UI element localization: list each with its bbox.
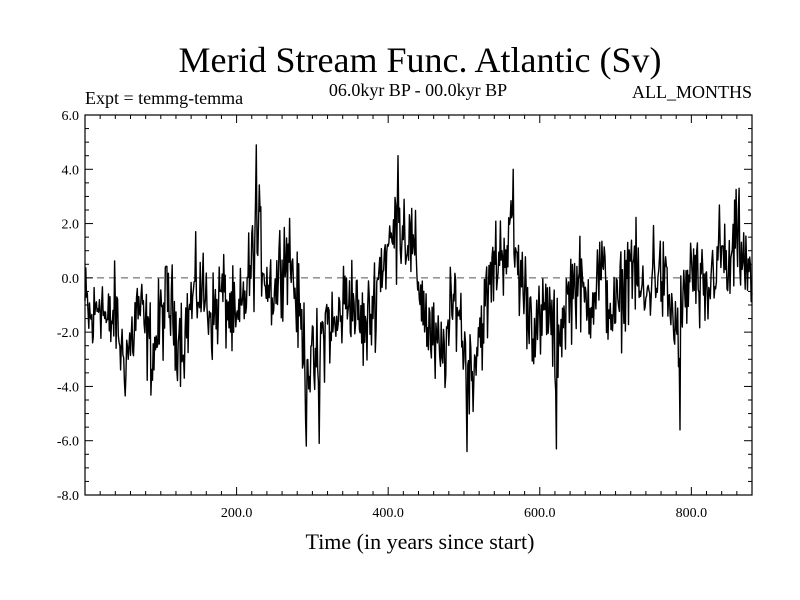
- y-tick-label: 6.0: [62, 109, 80, 124]
- plot-frame: [84, 114, 753, 496]
- experiment-label: Expt = temmg-temma: [85, 88, 243, 108]
- series-line: [84, 144, 753, 453]
- period-label: 06.0kyr BP - 00.0kyr BP: [329, 80, 507, 100]
- x-tick-label: 600.0: [524, 506, 556, 521]
- x-axis-label: Time (in years since start): [306, 529, 535, 554]
- y-tick-label: -4.0: [57, 380, 79, 395]
- plot-area: -8.0 -6.0 -4.0 -2.0 0.0 2.0 4.0 6.0 200.0 400.0 60…: [57, 109, 753, 521]
- y-tick-label: 2.0: [62, 218, 80, 233]
- y-tick-label: -8.0: [57, 489, 79, 504]
- y-tick-label: 4.0: [62, 163, 80, 178]
- x-tick-label: 200.0: [221, 506, 253, 521]
- y-tick-label: 0.0: [62, 272, 80, 287]
- y-tick-label: -6.0: [57, 435, 79, 450]
- y-tick-label: -2.0: [57, 326, 79, 341]
- x-tick-label: 400.0: [372, 506, 404, 521]
- x-tick-label: 800.0: [676, 506, 708, 521]
- chart-title: Merid Stream Func. Atlantic (Sv): [179, 40, 662, 80]
- season-label: ALL_MONTHS: [632, 82, 752, 102]
